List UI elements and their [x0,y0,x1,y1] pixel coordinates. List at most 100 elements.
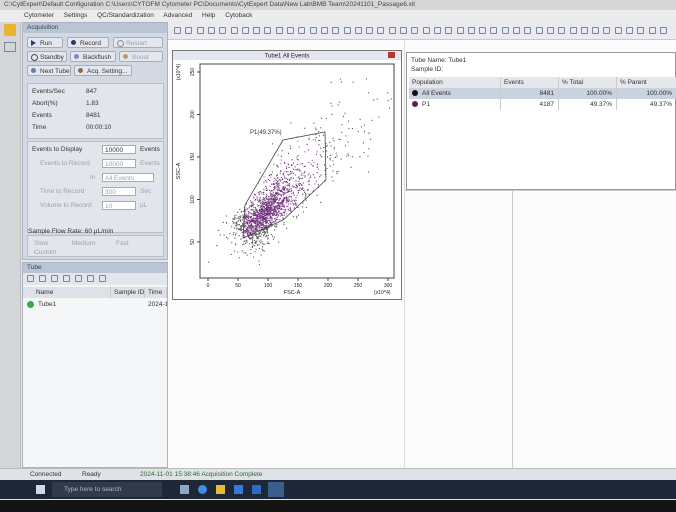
tool-icon[interactable] [536,27,543,34]
tool-icon[interactable] [51,275,58,282]
tool-icon[interactable] [219,27,226,34]
event-dot [288,197,289,198]
strip-icon[interactable] [4,24,16,36]
tool-icon[interactable] [27,275,34,282]
button[interactable]: Standby [27,51,67,62]
tool-icon[interactable] [298,27,305,34]
tool-icon[interactable] [457,27,464,34]
button[interactable]: Record [67,37,109,48]
tool-icon[interactable] [400,27,407,34]
event-dot [268,223,269,224]
stats-row[interactable]: All Events 8481 100.00% 100.00% [409,88,676,99]
button[interactable]: Backflush [70,51,116,62]
tool-icon[interactable] [174,27,181,34]
tool-icon[interactable] [502,27,509,34]
tool-icon[interactable] [99,275,106,282]
button[interactable]: Acq. Setting... [74,65,132,76]
tool-icon[interactable] [592,27,599,34]
tool-icon[interactable] [185,27,192,34]
menu-item[interactable]: Cytoback [225,12,252,19]
tool-icon[interactable] [637,27,644,34]
taskbar-icon[interactable] [234,485,243,494]
tool-icon[interactable] [344,27,351,34]
taskbar-icon[interactable] [252,485,261,494]
radio-option[interactable]: Custom [34,247,56,258]
search-box[interactable]: Type here to search [52,482,162,497]
tool-icon[interactable] [445,27,452,34]
button[interactable]: Next Tube [27,65,71,76]
input[interactable]: 10 [102,201,136,210]
stats-row[interactable]: P1 4187 49.37% 49.37% [409,99,676,110]
tool-icon[interactable] [468,27,475,34]
tool-icon[interactable] [276,27,283,34]
input[interactable]: 300 [102,187,136,196]
tool-icon[interactable] [87,275,94,282]
tool-icon[interactable] [377,27,384,34]
tool-icon[interactable] [310,27,317,34]
radio-option[interactable]: Fast [116,238,129,249]
tool-icon[interactable] [411,27,418,34]
tool-icon[interactable] [366,27,373,34]
tool-icon[interactable] [615,27,622,34]
button[interactable]: Boost [119,51,163,62]
tool-icon[interactable] [524,27,531,34]
taskbar-icon[interactable] [198,485,207,494]
start-button[interactable] [36,485,45,494]
dropdown[interactable]: All Events [102,173,154,182]
event-dot [250,205,251,206]
tool-icon[interactable] [264,27,271,34]
tool-icon[interactable] [547,27,554,34]
tube-row[interactable]: Tube1 2024-11 [23,299,167,310]
event-dot [268,203,269,204]
tool-icon[interactable] [581,27,588,34]
tool-icon[interactable] [321,27,328,34]
menu-item[interactable]: Advanced [163,12,192,19]
tool-icon[interactable] [649,27,656,34]
tool-icon[interactable] [332,27,339,34]
menu-item[interactable]: Settings [64,12,88,19]
input[interactable]: 10000 [102,145,136,154]
tool-icon[interactable] [558,27,565,34]
event-dot [247,222,248,223]
taskbar-icon[interactable] [216,485,225,494]
tool-icon[interactable] [490,27,497,34]
tool-icon[interactable] [389,27,396,34]
tool-icon[interactable] [603,27,610,34]
event-dot [337,155,338,156]
menu-item[interactable]: Help [202,12,215,19]
event-dot [299,146,300,147]
event-dot [286,171,287,172]
tool-icon[interactable] [39,275,46,282]
tool-icon[interactable] [479,27,486,34]
event-dot [285,210,286,211]
tool-icon[interactable] [355,27,362,34]
tool-icon[interactable] [208,27,215,34]
event-dot [361,126,362,127]
tool-icon[interactable] [423,27,430,34]
tool-icon[interactable] [570,27,577,34]
tool-icon[interactable] [434,27,441,34]
strip-icon[interactable] [4,42,16,52]
tool-icon[interactable] [75,275,82,282]
tool-icon[interactable] [63,275,70,282]
event-dot [316,137,317,138]
tool-icon[interactable] [231,27,238,34]
input[interactable]: 10000 [102,159,136,168]
menu-item[interactable]: QC/Standardization [97,12,154,19]
tool-icon[interactable] [287,27,294,34]
event-dot [255,208,256,209]
tool-icon[interactable] [197,27,204,34]
taskbar-icon[interactable] [268,482,284,497]
menu-item[interactable]: Cytometer [24,12,54,19]
radio-option[interactable]: Medium [72,238,95,249]
tool-icon[interactable] [242,27,249,34]
close-button[interactable] [388,52,395,58]
taskbar-icon[interactable] [180,485,189,494]
tool-icon[interactable] [660,27,667,34]
tool-icon[interactable] [253,27,260,34]
tool-icon[interactable] [513,27,520,34]
tool-icon[interactable] [626,27,633,34]
event-dot [388,100,389,101]
button[interactable]: Run [27,37,63,48]
button[interactable]: Restart [113,37,163,48]
